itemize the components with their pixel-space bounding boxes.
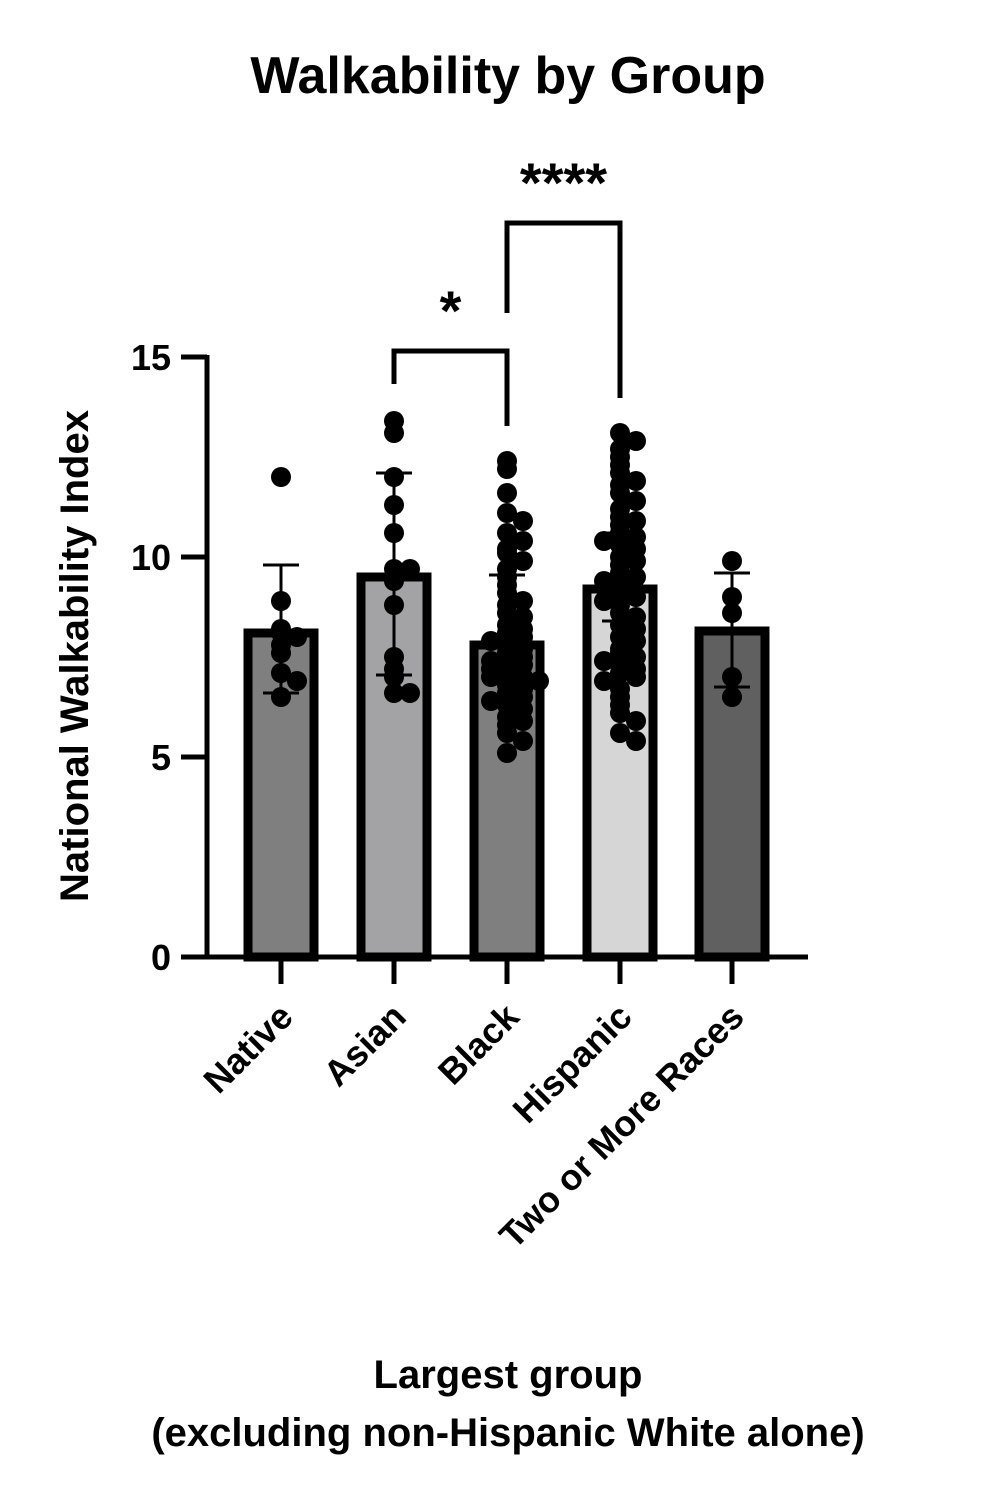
data-point-3 xyxy=(626,471,646,491)
data-point-2 xyxy=(513,531,533,551)
data-point-2 xyxy=(513,731,533,751)
data-point-3 xyxy=(594,531,614,551)
data-point-2 xyxy=(529,671,549,691)
data-point-4 xyxy=(722,687,742,707)
significance-bracket-0 xyxy=(391,348,510,426)
data-point-2 xyxy=(497,523,517,543)
data-point-3 xyxy=(610,663,630,683)
data-point-0 xyxy=(287,671,307,691)
x-category-label: Native xyxy=(195,996,300,1101)
significance-label-1: **** xyxy=(520,151,607,214)
data-point-3 xyxy=(626,431,646,451)
significance-bracket-1 xyxy=(504,220,623,398)
data-point-2 xyxy=(497,723,517,743)
data-point-2 xyxy=(513,711,533,731)
x-axis-title-line2: (excluding non-Hispanic White alone) xyxy=(151,1411,864,1455)
data-point-1 xyxy=(384,423,404,443)
significance-label-0: * xyxy=(440,279,462,342)
data-point-3 xyxy=(626,491,646,511)
data-point-2 xyxy=(497,459,517,479)
data-point-3 xyxy=(626,567,646,587)
data-point-3 xyxy=(610,703,630,723)
data-point-1 xyxy=(384,667,404,687)
data-point-2 xyxy=(497,503,517,523)
data-point-3 xyxy=(594,671,614,691)
data-point-2 xyxy=(513,551,533,571)
data-point-3 xyxy=(594,591,614,611)
data-point-1 xyxy=(384,683,404,703)
data-point-2 xyxy=(497,483,517,503)
data-point-3 xyxy=(626,511,646,531)
x-category-label: Asian xyxy=(315,996,413,1094)
data-point-1 xyxy=(400,683,420,703)
data-point-3 xyxy=(610,483,630,503)
data-point-3 xyxy=(610,423,630,443)
data-point-2 xyxy=(497,743,517,763)
y-tick-label: 10 xyxy=(131,537,171,578)
data-point-3 xyxy=(626,551,646,571)
y-tick-label: 15 xyxy=(131,337,171,378)
data-point-2 xyxy=(513,511,533,531)
data-point-3 xyxy=(626,731,646,751)
data-point-0 xyxy=(287,627,307,647)
data-point-2 xyxy=(513,591,533,611)
data-point-3 xyxy=(626,631,646,651)
data-point-0 xyxy=(271,467,291,487)
x-axis-title-line1: Largest group xyxy=(374,1353,643,1397)
y-tick-label: 0 xyxy=(151,937,171,978)
data-point-3 xyxy=(626,667,646,687)
data-point-3 xyxy=(626,711,646,731)
y-tick-label: 5 xyxy=(151,737,171,778)
data-point-3 xyxy=(594,571,614,591)
data-point-2 xyxy=(481,691,501,711)
bar-3 xyxy=(582,584,658,962)
data-point-2 xyxy=(481,631,501,651)
x-category-label: Black xyxy=(430,995,528,1093)
data-point-4 xyxy=(722,551,742,571)
data-point-2 xyxy=(497,543,517,563)
data-point-3 xyxy=(594,651,614,671)
data-point-3 xyxy=(626,587,646,607)
data-point-3 xyxy=(610,723,630,743)
chart-title: Walkability by Group xyxy=(250,47,765,105)
data-point-1 xyxy=(400,559,420,579)
y-axis-title: National Walkability Index xyxy=(53,410,97,902)
